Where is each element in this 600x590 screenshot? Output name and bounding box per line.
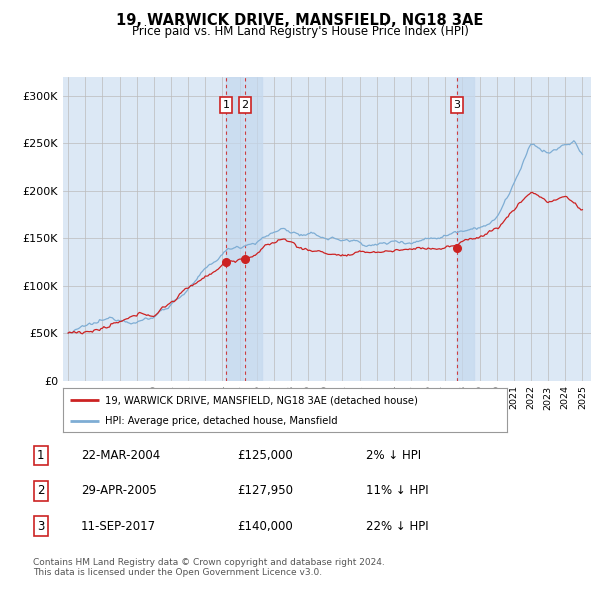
Text: Contains HM Land Registry data © Crown copyright and database right 2024.
This d: Contains HM Land Registry data © Crown c… <box>33 558 385 577</box>
Text: 29-APR-2005: 29-APR-2005 <box>81 484 157 497</box>
Text: Price paid vs. HM Land Registry's House Price Index (HPI): Price paid vs. HM Land Registry's House … <box>131 25 469 38</box>
Text: 19, WARWICK DRIVE, MANSFIELD, NG18 3AE (detached house): 19, WARWICK DRIVE, MANSFIELD, NG18 3AE (… <box>105 395 418 405</box>
Text: 22-MAR-2004: 22-MAR-2004 <box>81 449 160 462</box>
Text: 2: 2 <box>37 484 44 497</box>
Bar <box>226 77 244 381</box>
Text: £140,000: £140,000 <box>237 520 293 533</box>
Text: 11% ↓ HPI: 11% ↓ HPI <box>366 484 428 497</box>
Text: HPI: Average price, detached house, Mansfield: HPI: Average price, detached house, Mans… <box>105 416 338 426</box>
Text: 3: 3 <box>454 100 461 110</box>
Text: 2: 2 <box>241 100 248 110</box>
Bar <box>245 77 262 381</box>
Text: 3: 3 <box>37 520 44 533</box>
Text: 19, WARWICK DRIVE, MANSFIELD, NG18 3AE: 19, WARWICK DRIVE, MANSFIELD, NG18 3AE <box>116 13 484 28</box>
Bar <box>457 77 474 381</box>
Text: 11-SEP-2017: 11-SEP-2017 <box>81 520 156 533</box>
Text: 1: 1 <box>223 100 230 110</box>
Text: £125,000: £125,000 <box>237 449 293 462</box>
Text: 1: 1 <box>37 449 44 462</box>
Text: 2% ↓ HPI: 2% ↓ HPI <box>366 449 421 462</box>
Text: £127,950: £127,950 <box>237 484 293 497</box>
Text: 22% ↓ HPI: 22% ↓ HPI <box>366 520 428 533</box>
